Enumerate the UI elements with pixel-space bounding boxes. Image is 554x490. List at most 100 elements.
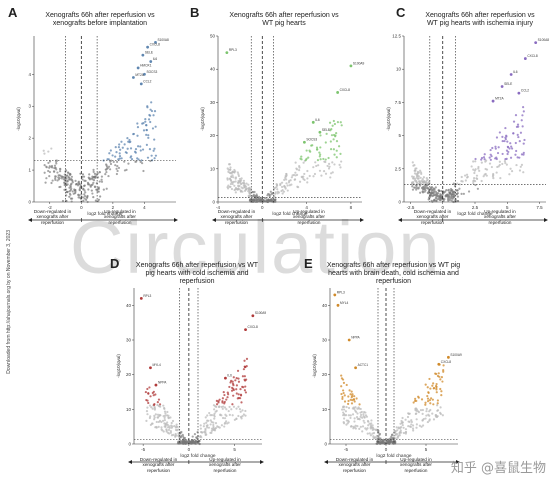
gene-point bbox=[149, 159, 152, 163]
gene-point bbox=[361, 425, 365, 428]
gene-point bbox=[310, 144, 313, 147]
x-tick-label: 0 bbox=[385, 447, 388, 452]
gene-point bbox=[245, 187, 248, 190]
gene-point bbox=[242, 179, 246, 182]
panel-c-up-label: Up-regulated in xenografts after reperfu… bbox=[484, 209, 516, 225]
gene-point bbox=[270, 193, 273, 196]
gene-point bbox=[439, 406, 442, 409]
gene-point bbox=[345, 419, 348, 422]
y-axis-label: -log10(qval) bbox=[386, 107, 391, 131]
gene-point bbox=[241, 375, 245, 378]
gene-point bbox=[428, 399, 432, 402]
gene-point bbox=[235, 388, 238, 391]
gene-point bbox=[506, 140, 509, 143]
gene-point bbox=[394, 442, 397, 445]
gene-point bbox=[232, 405, 236, 408]
gene-point bbox=[285, 172, 288, 176]
gene-point bbox=[362, 413, 365, 416]
gene-point bbox=[514, 153, 517, 156]
gene-point bbox=[126, 147, 129, 150]
gene-point bbox=[44, 181, 47, 184]
panel-b-up-label: Up-regulated in xenografts after reperfu… bbox=[293, 209, 325, 225]
gene-point bbox=[512, 132, 515, 135]
panel-b: B Xenografts 66h after reperfusion vs WT… bbox=[184, 0, 370, 250]
gene-point bbox=[128, 138, 131, 142]
gene-point bbox=[516, 156, 519, 159]
gene-point bbox=[240, 186, 243, 189]
gene-point bbox=[239, 397, 242, 400]
gene-point bbox=[444, 190, 447, 193]
gene-point bbox=[243, 186, 246, 189]
gene-point bbox=[351, 407, 354, 410]
gene-point bbox=[288, 184, 291, 187]
gene-point bbox=[421, 191, 425, 194]
gene-point bbox=[431, 398, 434, 401]
gene-point bbox=[154, 413, 157, 416]
labeled-gene-point bbox=[225, 51, 229, 54]
gene-point bbox=[458, 183, 461, 186]
panel-c: C Xenografts 66h after reperfusion vs WT… bbox=[370, 0, 554, 250]
gene-point bbox=[462, 192, 465, 195]
gene-point bbox=[429, 387, 432, 390]
gene-point bbox=[77, 181, 80, 184]
gene-point bbox=[483, 158, 486, 161]
gene-label: HMOX1 bbox=[140, 63, 152, 67]
gene-point bbox=[279, 182, 282, 185]
gene-point bbox=[306, 181, 309, 184]
gene-point bbox=[393, 430, 397, 433]
gene-point bbox=[204, 428, 207, 432]
gene-point bbox=[146, 413, 149, 416]
gene-point bbox=[376, 442, 379, 445]
gene-point bbox=[193, 442, 197, 445]
gene-point bbox=[428, 414, 431, 417]
gene-point bbox=[121, 146, 124, 149]
gene-point bbox=[251, 190, 254, 194]
y-tick-label: 20 bbox=[210, 133, 216, 138]
labeled-gene-point bbox=[491, 99, 495, 103]
gene-point bbox=[120, 140, 123, 143]
gene-point bbox=[149, 415, 152, 418]
gene-point bbox=[522, 142, 525, 145]
gene-point bbox=[105, 170, 108, 174]
panel-b-title: Xenografts 66h after reperfusion vs WT p… bbox=[229, 12, 339, 27]
gene-point bbox=[330, 128, 333, 131]
gene-point bbox=[42, 149, 45, 152]
gene-point bbox=[505, 163, 508, 166]
gene-point bbox=[92, 196, 95, 199]
gene-point bbox=[208, 411, 211, 415]
gene-point bbox=[356, 417, 359, 421]
gene-point bbox=[442, 369, 445, 372]
gene-point bbox=[153, 414, 156, 417]
gene-point bbox=[439, 412, 442, 416]
gene-point bbox=[490, 165, 493, 169]
gene-point bbox=[239, 189, 242, 192]
gene-point bbox=[507, 150, 510, 154]
gene-point bbox=[170, 421, 173, 425]
gene-point bbox=[157, 398, 161, 401]
gene-point bbox=[436, 404, 439, 407]
gene-point bbox=[92, 168, 95, 171]
gene-point bbox=[424, 401, 427, 404]
gene-point bbox=[342, 406, 345, 409]
gene-point bbox=[230, 408, 233, 411]
gene-point bbox=[255, 196, 258, 200]
gene-point bbox=[397, 427, 400, 430]
y-tick-label: 0 bbox=[324, 442, 327, 447]
x-tick-label: 2.5 bbox=[472, 205, 479, 210]
gene-point bbox=[380, 441, 383, 444]
gene-point bbox=[452, 182, 455, 185]
gene-point bbox=[472, 160, 475, 163]
gene-point bbox=[234, 191, 237, 194]
gene-point bbox=[127, 162, 130, 165]
gene-point bbox=[350, 402, 354, 405]
gene-point bbox=[449, 189, 453, 192]
gene-point bbox=[336, 121, 340, 124]
gene-point bbox=[402, 426, 405, 429]
gene-point bbox=[461, 180, 464, 183]
gene-point bbox=[480, 179, 483, 183]
labeled-gene-point bbox=[509, 73, 513, 76]
gene-point bbox=[203, 422, 206, 425]
gene-point bbox=[104, 168, 107, 171]
gene-point bbox=[100, 180, 104, 183]
